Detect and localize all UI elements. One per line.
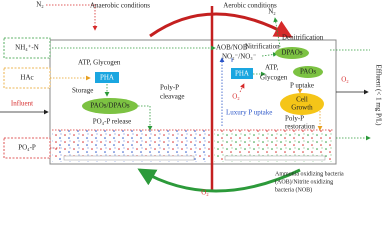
ammonium-label: NH₄⁺-N <box>15 44 39 52</box>
release-label: PO₄-P release <box>93 118 132 126</box>
shapes <box>82 47 324 115</box>
paos-label: PAOs <box>300 68 316 76</box>
energy-label: ATP, <box>265 64 279 72</box>
n2-label: N₂ <box>268 8 276 16</box>
bacteria-label: Ammonia oxidizing bacteria <box>275 171 344 177</box>
nox-label: NO₂⁻/NO₃⁻ <box>222 53 257 61</box>
acetate-label: HAc <box>20 74 33 82</box>
restoration-label: restoration <box>285 123 315 131</box>
page: {"header": {"anaerobic": "Anaerobic cond… <box>0 0 383 197</box>
anaerobic-label: Anaerobic conditions <box>90 2 150 10</box>
influent-label: Influent <box>11 100 33 108</box>
pha-label: PHA <box>235 70 249 78</box>
oxygen-label: O₂ <box>341 76 349 84</box>
storage-label: Storage <box>72 87 93 95</box>
cleavage-label: cleavage <box>160 93 184 101</box>
bacteria-label: (AOB)/Nitrite oxidizing <box>275 178 333 185</box>
oxygen-label: O₂ <box>232 93 240 101</box>
aerobic-label: Aerobic conditions <box>223 2 277 10</box>
energy-label: Glycogen <box>260 74 288 82</box>
cleavage-label: Poly-P <box>160 84 179 92</box>
bottom-arrow <box>137 168 301 193</box>
uptake-label: P uptake <box>290 82 314 90</box>
aob-nob-label: AOB/NOB <box>216 44 248 52</box>
phosphate-label: PO₄-P <box>18 144 36 152</box>
dpaos-label: DPAOs <box>281 49 302 57</box>
luxury-label: Luxury P uptake <box>226 109 272 117</box>
nitrification-label: Nitrification <box>245 43 280 51</box>
restoration-label: Poly-P <box>285 115 304 123</box>
growth-label: Growth <box>291 104 313 112</box>
effluent-label: Effluent (< 1 mg P/L) <box>374 65 382 127</box>
top-arrow <box>149 12 293 38</box>
pha-label: PHA <box>100 74 114 82</box>
bacteria-label: bacteria (NOB) <box>275 186 312 193</box>
denitrification-label: Denitrification <box>282 34 324 42</box>
energy-label: ATP, Glycogen <box>78 59 121 67</box>
growth-label: Cell <box>296 96 308 104</box>
diagram: Anaerobic conditions Aerobic conditions … <box>0 1 382 197</box>
oxygen-label: O₂ <box>201 189 209 197</box>
input-boxes <box>3 37 51 159</box>
organisms-label: PAOs/DPAOs <box>90 102 129 110</box>
n2-label: N₂ <box>36 1 44 9</box>
